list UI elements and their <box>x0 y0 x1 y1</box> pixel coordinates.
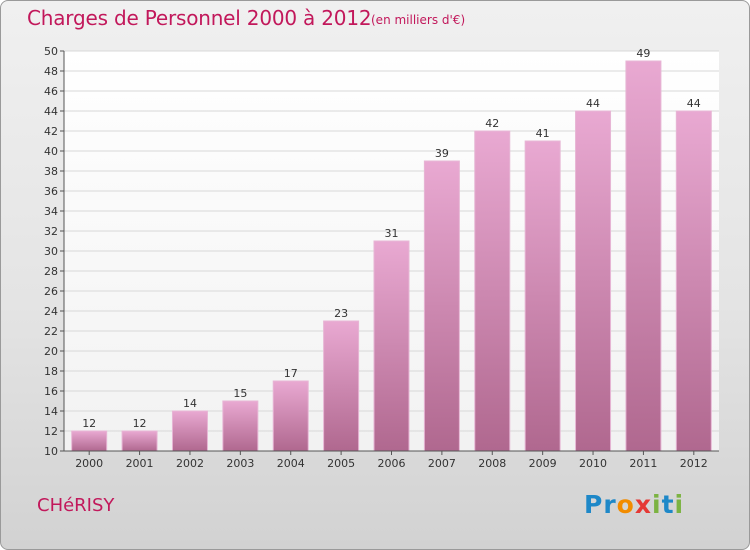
proxiti-logo: Proxiti <box>584 490 684 519</box>
y-tick-label: 44 <box>44 105 58 118</box>
y-tick-label: 26 <box>44 285 58 298</box>
bar-value-label: 31 <box>385 227 399 240</box>
logo-letter: t <box>662 490 675 519</box>
x-tick-label: 2011 <box>629 457 657 470</box>
y-tick-label: 36 <box>44 185 58 198</box>
bar <box>576 111 611 451</box>
bar-value-label: 12 <box>82 417 96 430</box>
y-tick-label: 42 <box>44 125 58 138</box>
logo-letter: i <box>652 490 662 519</box>
x-tick-label: 2002 <box>176 457 204 470</box>
bar-value-label: 49 <box>636 47 650 60</box>
y-tick-label: 30 <box>44 245 58 258</box>
logo-letter: r <box>603 490 616 519</box>
bar-value-label: 44 <box>687 97 701 110</box>
bar-value-label: 14 <box>183 397 197 410</box>
y-tick-label: 22 <box>44 325 58 338</box>
y-tick-label: 28 <box>44 265 58 278</box>
bar-value-label: 23 <box>334 307 348 320</box>
x-tick-label: 2009 <box>529 457 557 470</box>
bar <box>72 431 107 451</box>
x-tick-label: 2012 <box>680 457 708 470</box>
bar <box>122 431 157 451</box>
bar <box>223 401 258 451</box>
y-tick-label: 46 <box>44 85 58 98</box>
bar <box>172 411 207 451</box>
bar-value-label: 17 <box>284 367 298 380</box>
bar-value-label: 44 <box>586 97 600 110</box>
bar <box>626 61 661 451</box>
bar-value-label: 12 <box>133 417 147 430</box>
x-tick-label: 2003 <box>226 457 254 470</box>
x-tick-label: 2007 <box>428 457 456 470</box>
bar <box>525 141 560 451</box>
bar <box>324 321 359 451</box>
bar <box>676 111 711 451</box>
bar <box>475 131 510 451</box>
y-tick-label: 32 <box>44 225 58 238</box>
y-tick-label: 12 <box>44 425 58 438</box>
y-tick-label: 16 <box>44 385 58 398</box>
bar-value-label: 15 <box>233 387 247 400</box>
logo-letter: i <box>675 490 685 519</box>
y-tick-label: 14 <box>44 405 58 418</box>
commune-name: CHéRISY <box>37 495 114 516</box>
x-tick-label: 2004 <box>277 457 305 470</box>
y-tick-label: 34 <box>44 205 58 218</box>
x-tick-label: 2005 <box>327 457 355 470</box>
x-tick-label: 2000 <box>75 457 103 470</box>
bar <box>424 161 459 451</box>
bar-value-label: 39 <box>435 147 449 160</box>
y-tick-label: 18 <box>44 365 58 378</box>
y-tick-label: 50 <box>44 45 58 58</box>
y-tick-label: 38 <box>44 165 58 178</box>
y-tick-label: 10 <box>44 445 58 458</box>
x-tick-label: 2010 <box>579 457 607 470</box>
y-tick-label: 20 <box>44 345 58 358</box>
logo-letter: P <box>584 490 603 519</box>
bar <box>374 241 409 451</box>
y-tick-label: 24 <box>44 305 58 318</box>
logo-letter: o <box>617 490 635 519</box>
bar <box>273 381 308 451</box>
x-tick-label: 2006 <box>378 457 406 470</box>
logo-letter: x <box>635 490 652 519</box>
x-tick-label: 2008 <box>478 457 506 470</box>
y-tick-label: 40 <box>44 145 58 158</box>
y-tick-label: 48 <box>44 65 58 78</box>
bar-value-label: 42 <box>485 117 499 130</box>
x-tick-label: 2001 <box>126 457 154 470</box>
bar-value-label: 41 <box>536 127 550 140</box>
